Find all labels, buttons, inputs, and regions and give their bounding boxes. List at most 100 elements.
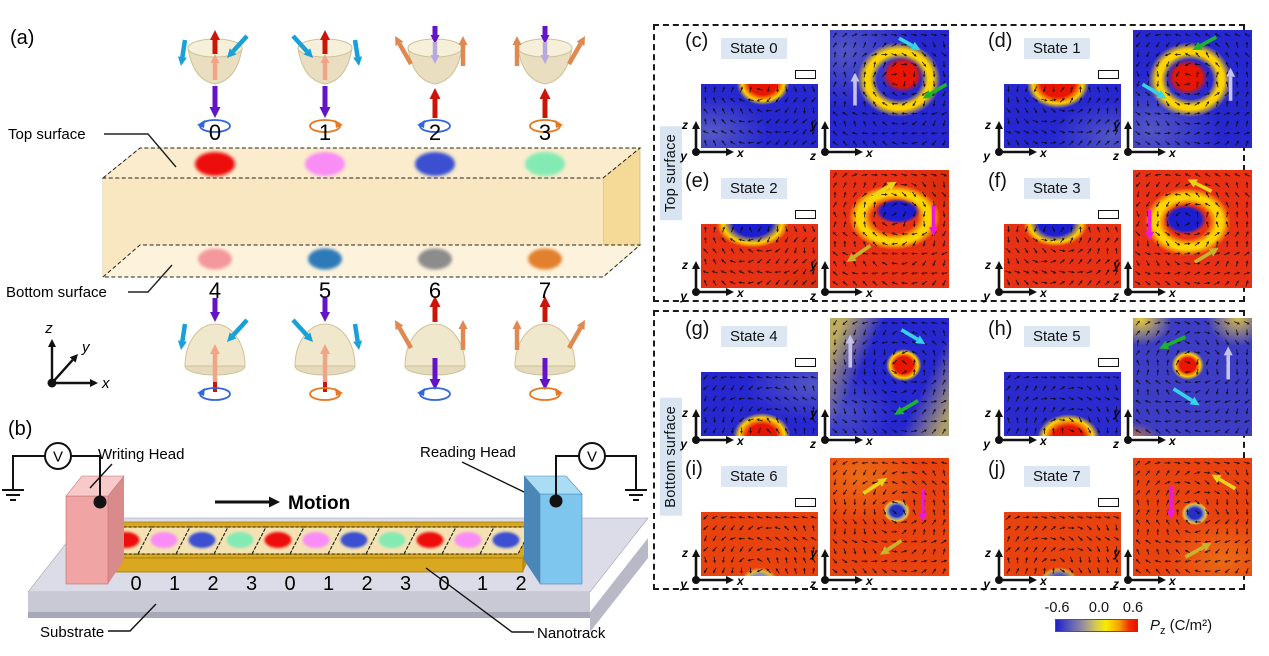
panel-b-device: (b) 0 1 2 3 0 1 2 3 0 1 2 V V Motion Writing Head Readi… (2, 418, 649, 642)
state-number: 7 (539, 278, 551, 303)
plan-plot-axes: y x z (809, 406, 874, 451)
bit-dot (416, 532, 444, 548)
plan-view-plot (1133, 170, 1252, 288)
svg-text:z: z (809, 577, 816, 591)
top-surface-leader (104, 133, 177, 168)
state-panel-d: (d) State 1 z x y y x z (958, 28, 1256, 168)
bit-dot (302, 532, 330, 548)
cell-number: 2 (207, 573, 218, 595)
svg-text:z: z (681, 546, 688, 560)
plan-view-plot (830, 458, 949, 576)
bit-dot (378, 532, 406, 548)
state-number: 1 (319, 120, 331, 145)
quiver-field (703, 514, 817, 574)
panel-letter: (h) (988, 318, 1013, 340)
colorbar-tick-min: -0.6 (1044, 600, 1070, 616)
side-plot-axes: z x y (679, 258, 745, 303)
cell-number: 0 (438, 573, 449, 595)
state-icon-1 (291, 30, 363, 133)
scale-bar (795, 210, 816, 219)
side-view-plot (1004, 224, 1121, 288)
bit-dot (340, 532, 368, 548)
substrate-side (590, 538, 648, 632)
state-panel-c: (c) State 0 z x y y x z (655, 28, 953, 168)
svg-text:y: y (982, 577, 991, 591)
plan-plot-axes: y x z (809, 118, 874, 163)
state-panel-f: (f) State 3 z x y y x z (958, 168, 1256, 308)
state-numbers: 0 1 2 3 4 5 6 7 (209, 120, 551, 303)
bit-dot (226, 532, 254, 548)
polarization-heatmap (830, 170, 949, 288)
annotation-arrows (1159, 335, 1233, 406)
panel-a-axes: z y x (44, 320, 110, 392)
track-cell (479, 526, 533, 555)
voltmeter (44, 442, 72, 470)
quiver-field (1134, 172, 1251, 287)
side-plot-axes: z x y (982, 258, 1048, 303)
state-label: State 5 (1024, 326, 1090, 347)
track-cell (175, 526, 229, 555)
svg-text:y: y (679, 289, 688, 303)
reading-head (523, 475, 583, 585)
state-label: State 6 (721, 466, 787, 487)
colorbar: -0.6 0.0 0.6 Pz (C/m²) (1040, 598, 1268, 646)
svg-text:x: x (1168, 434, 1177, 448)
annotation-arrows (862, 478, 928, 555)
svg-text:x: x (1039, 434, 1048, 448)
writing-head-label: Writing Head (98, 446, 184, 463)
polarization-heatmap (701, 512, 818, 576)
bottom-surface-dots (198, 248, 562, 270)
track-cell (213, 526, 267, 555)
bottom-surface-leader (128, 264, 173, 293)
annotation-arrows (1166, 474, 1237, 559)
track-cell (327, 526, 381, 555)
polarization-heatmap (830, 458, 949, 576)
polarization-heatmap (1004, 224, 1121, 288)
state-panel-j: (j) State 7 z x y y x z (958, 456, 1256, 596)
voltmeter-label: V (587, 449, 597, 466)
svg-text:x: x (865, 434, 874, 448)
quiver-field (832, 172, 948, 286)
svg-text:z: z (1112, 289, 1119, 303)
panel-letter: (j) (988, 458, 1006, 480)
quiver-field (702, 86, 817, 146)
svg-text:z: z (681, 406, 688, 420)
quiver-field (1005, 515, 1120, 574)
substrate-label: Substrate (40, 624, 104, 641)
cell-number: 1 (323, 573, 334, 595)
track-cell (251, 526, 305, 555)
motion-label: Motion (288, 493, 350, 514)
svg-text:y: y (679, 577, 688, 591)
colorbar-tick-zero: 0.0 (1088, 600, 1110, 616)
cell-number: 2 (361, 573, 372, 595)
annotation-arrows (1141, 35, 1236, 101)
state-label: State 3 (1024, 178, 1090, 199)
svg-text:x: x (1168, 286, 1177, 300)
state-icon-5 (291, 298, 363, 401)
track-front (92, 557, 524, 573)
state-icon-6 (395, 296, 468, 401)
top-surface-label: Top surface (8, 126, 86, 143)
colorbar-tick-max: 0.6 (1122, 600, 1144, 616)
svg-text:x: x (865, 574, 874, 588)
side-view-plot (701, 372, 818, 436)
scale-bar (795, 498, 816, 507)
svg-text:x: x (1039, 286, 1048, 300)
plan-view-plot (1133, 458, 1252, 576)
state-panel-g: (g) State 4 z x y y x z (655, 316, 953, 456)
svg-text:y: y (679, 149, 688, 163)
plan-view-plot (830, 30, 949, 148)
voltmeter (578, 442, 606, 470)
svg-text:z: z (984, 258, 991, 272)
panel-letter: (f) (988, 170, 1007, 192)
panel-letter: (i) (685, 458, 703, 480)
side-plot-axes: z x y (982, 118, 1048, 163)
quiver-field (1135, 460, 1251, 575)
state-icon-7 (512, 296, 585, 401)
track-cell (137, 526, 191, 555)
side-plot-axes: z x y (679, 118, 745, 163)
track-cell (365, 526, 419, 555)
svg-text:z: z (984, 406, 991, 420)
